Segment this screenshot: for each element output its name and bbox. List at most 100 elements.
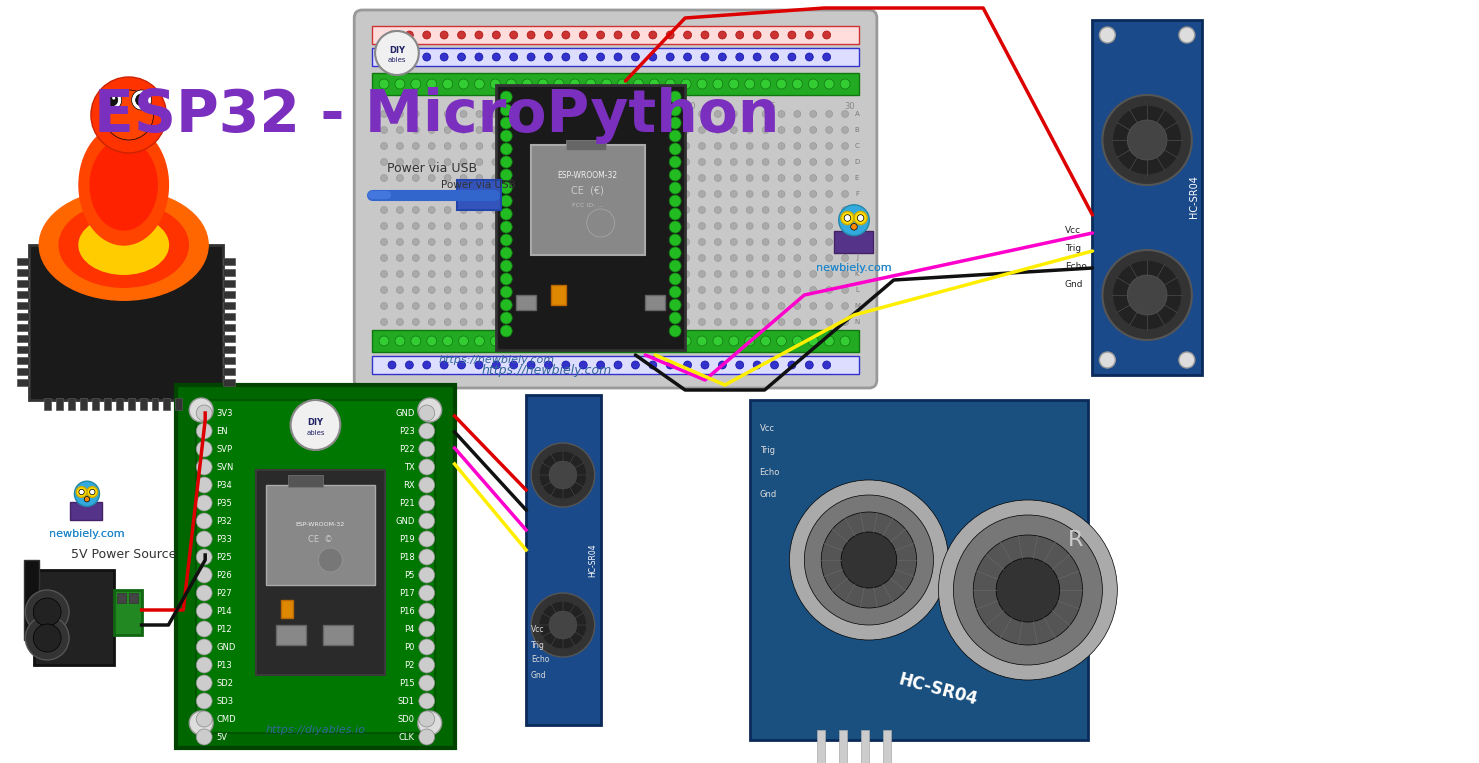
Circle shape xyxy=(760,336,771,346)
Circle shape xyxy=(556,318,562,326)
Circle shape xyxy=(380,175,387,182)
Circle shape xyxy=(395,79,405,89)
Circle shape xyxy=(683,159,689,166)
Circle shape xyxy=(666,53,674,61)
Circle shape xyxy=(603,239,609,246)
Circle shape xyxy=(562,31,569,39)
Circle shape xyxy=(419,495,435,511)
Circle shape xyxy=(651,271,658,278)
Circle shape xyxy=(634,207,642,214)
Circle shape xyxy=(603,255,609,262)
Circle shape xyxy=(618,336,627,346)
Circle shape xyxy=(429,239,435,246)
Circle shape xyxy=(318,548,342,572)
Bar xyxy=(223,346,235,353)
Circle shape xyxy=(34,624,61,652)
Circle shape xyxy=(747,271,753,278)
Text: GND: GND xyxy=(395,517,414,526)
Bar xyxy=(92,398,99,410)
Circle shape xyxy=(442,336,453,346)
Circle shape xyxy=(77,487,87,497)
Circle shape xyxy=(842,286,849,294)
Circle shape xyxy=(762,223,769,230)
Circle shape xyxy=(524,271,531,278)
Text: P17: P17 xyxy=(399,588,414,597)
Circle shape xyxy=(809,336,818,346)
Circle shape xyxy=(562,361,569,369)
Circle shape xyxy=(603,175,609,182)
Text: Vcc: Vcc xyxy=(760,423,775,433)
Circle shape xyxy=(500,325,512,337)
Bar xyxy=(104,398,111,410)
Circle shape xyxy=(842,111,849,118)
Circle shape xyxy=(667,191,673,198)
Circle shape xyxy=(649,361,657,369)
Text: FCC ID: ...: FCC ID: ... xyxy=(572,202,603,208)
Circle shape xyxy=(842,191,849,198)
Circle shape xyxy=(794,286,800,294)
Circle shape xyxy=(524,318,531,326)
Text: E: E xyxy=(855,175,859,181)
Circle shape xyxy=(747,127,753,134)
Circle shape xyxy=(667,159,673,166)
Circle shape xyxy=(540,302,546,310)
Circle shape xyxy=(603,286,609,294)
Circle shape xyxy=(858,214,864,221)
Bar xyxy=(223,302,235,309)
Circle shape xyxy=(603,207,609,214)
Bar xyxy=(139,398,146,410)
Circle shape xyxy=(587,223,595,230)
Text: HC-SR04: HC-SR04 xyxy=(1189,175,1199,218)
Circle shape xyxy=(580,53,587,61)
Bar xyxy=(531,145,645,255)
Circle shape xyxy=(842,532,896,588)
Text: P12: P12 xyxy=(216,624,232,633)
Circle shape xyxy=(396,318,404,326)
Circle shape xyxy=(603,223,609,230)
Circle shape xyxy=(651,318,658,326)
Circle shape xyxy=(571,286,578,294)
Circle shape xyxy=(634,143,642,150)
Circle shape xyxy=(667,223,673,230)
Bar xyxy=(164,398,170,410)
Circle shape xyxy=(571,191,578,198)
Circle shape xyxy=(429,143,435,150)
Circle shape xyxy=(719,53,726,61)
Circle shape xyxy=(380,111,387,118)
Circle shape xyxy=(460,191,467,198)
Circle shape xyxy=(380,159,387,166)
Circle shape xyxy=(842,207,849,214)
Circle shape xyxy=(197,441,211,457)
Circle shape xyxy=(762,191,769,198)
Circle shape xyxy=(524,111,531,118)
Text: ables: ables xyxy=(387,57,407,63)
Text: SD0: SD0 xyxy=(398,714,414,723)
Bar xyxy=(373,48,859,66)
Circle shape xyxy=(419,585,435,601)
Circle shape xyxy=(651,302,658,310)
Circle shape xyxy=(587,111,595,118)
Circle shape xyxy=(580,361,587,369)
Text: Vcc: Vcc xyxy=(531,626,544,635)
Circle shape xyxy=(538,601,587,649)
Text: SVN: SVN xyxy=(216,462,234,472)
Bar xyxy=(373,356,859,374)
Circle shape xyxy=(842,223,849,230)
Circle shape xyxy=(444,191,451,198)
Circle shape xyxy=(587,239,595,246)
Circle shape xyxy=(825,271,833,278)
Circle shape xyxy=(603,318,609,326)
Circle shape xyxy=(78,489,84,494)
Text: J: J xyxy=(856,255,858,261)
Circle shape xyxy=(571,271,578,278)
Circle shape xyxy=(413,239,420,246)
Circle shape xyxy=(794,207,800,214)
Bar xyxy=(115,398,123,410)
Circle shape xyxy=(396,223,404,230)
Circle shape xyxy=(413,111,420,118)
Circle shape xyxy=(714,223,722,230)
Circle shape xyxy=(822,361,831,369)
Circle shape xyxy=(197,711,211,727)
Circle shape xyxy=(405,53,413,61)
Circle shape xyxy=(682,79,691,89)
